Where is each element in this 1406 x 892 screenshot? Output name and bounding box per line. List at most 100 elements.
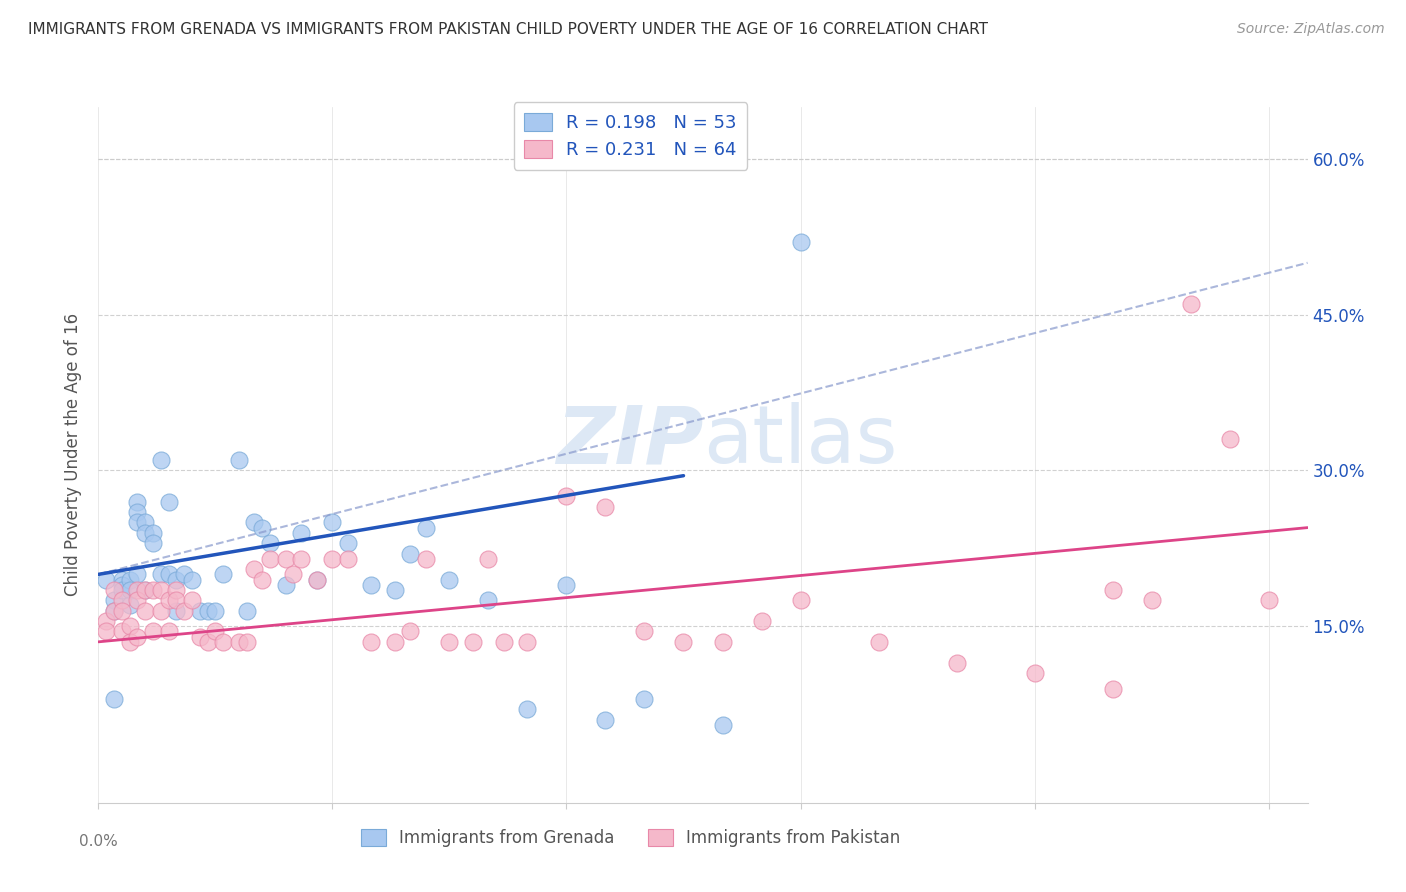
Point: [321, 551, 343, 566]
Point: [360, 635, 382, 649]
Point: [461, 635, 484, 649]
Point: [118, 619, 141, 633]
Point: [711, 635, 734, 649]
Point: [868, 635, 890, 649]
Point: [1180, 297, 1202, 311]
Point: [243, 562, 266, 576]
Y-axis label: Child Poverty Under the Age of 16: Child Poverty Under the Age of 16: [65, 313, 83, 597]
Point: [633, 624, 655, 639]
Point: [672, 635, 695, 649]
Point: [399, 547, 422, 561]
Point: [118, 582, 141, 597]
Point: [360, 578, 382, 592]
Point: [111, 573, 134, 587]
Point: [142, 624, 165, 639]
Text: 0.0%: 0.0%: [79, 834, 118, 849]
Point: [274, 578, 297, 592]
Point: [118, 573, 141, 587]
Point: [103, 582, 125, 597]
Point: [516, 635, 538, 649]
Point: [212, 567, 235, 582]
Point: [188, 604, 211, 618]
Point: [149, 567, 172, 582]
Point: [173, 604, 195, 618]
Point: [149, 453, 172, 467]
Point: [337, 536, 360, 550]
Point: [165, 593, 187, 607]
Point: [103, 604, 125, 618]
Point: [283, 567, 305, 582]
Point: [751, 614, 773, 628]
Point: [134, 582, 156, 597]
Point: [259, 551, 281, 566]
Point: [477, 593, 499, 607]
Point: [789, 235, 811, 249]
Point: [305, 573, 328, 587]
Point: [142, 582, 165, 597]
Point: [96, 624, 118, 639]
Point: [149, 604, 172, 618]
Point: [165, 573, 187, 587]
Point: [173, 567, 195, 582]
Point: [384, 635, 406, 649]
Point: [439, 573, 461, 587]
Point: [165, 582, 187, 597]
Point: [157, 567, 180, 582]
Point: [204, 604, 226, 618]
Point: [439, 635, 461, 649]
Point: [111, 578, 134, 592]
Point: [134, 582, 156, 597]
Point: [165, 604, 187, 618]
Point: [197, 604, 219, 618]
Point: [789, 593, 811, 607]
Point: [188, 630, 211, 644]
Point: [1257, 593, 1279, 607]
Point: [228, 453, 250, 467]
Point: [134, 604, 156, 618]
Point: [197, 635, 219, 649]
Point: [243, 516, 266, 530]
Point: [1101, 582, 1123, 597]
Point: [595, 713, 617, 727]
Point: [157, 494, 180, 508]
Point: [228, 635, 250, 649]
Text: ZIP: ZIP: [555, 402, 703, 480]
Point: [181, 573, 204, 587]
Point: [118, 635, 141, 649]
Point: [235, 635, 257, 649]
Point: [127, 516, 149, 530]
Point: [149, 582, 172, 597]
Point: [321, 516, 343, 530]
Point: [415, 520, 437, 534]
Point: [111, 624, 134, 639]
Text: Source: ZipAtlas.com: Source: ZipAtlas.com: [1237, 22, 1385, 37]
Point: [384, 582, 406, 597]
Point: [127, 494, 149, 508]
Point: [157, 593, 180, 607]
Point: [252, 573, 274, 587]
Point: [516, 702, 538, 716]
Point: [127, 505, 149, 519]
Point: [305, 573, 328, 587]
Point: [111, 604, 134, 618]
Point: [711, 718, 734, 732]
Point: [127, 567, 149, 582]
Point: [127, 582, 149, 597]
Point: [1140, 593, 1163, 607]
Point: [290, 551, 312, 566]
Point: [595, 500, 617, 514]
Point: [494, 635, 516, 649]
Point: [1101, 681, 1123, 696]
Point: [555, 578, 578, 592]
Point: [127, 593, 149, 607]
Legend: Immigrants from Grenada, Immigrants from Pakistan: Immigrants from Grenada, Immigrants from…: [350, 819, 910, 857]
Text: IMMIGRANTS FROM GRENADA VS IMMIGRANTS FROM PAKISTAN CHILD POVERTY UNDER THE AGE : IMMIGRANTS FROM GRENADA VS IMMIGRANTS FR…: [28, 22, 988, 37]
Point: [399, 624, 422, 639]
Point: [415, 551, 437, 566]
Point: [111, 582, 134, 597]
Point: [945, 656, 967, 670]
Point: [103, 593, 125, 607]
Point: [212, 635, 235, 649]
Point: [477, 551, 499, 566]
Point: [274, 551, 297, 566]
